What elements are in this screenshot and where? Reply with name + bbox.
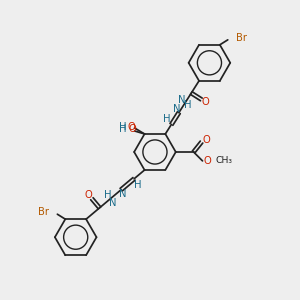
Text: O: O — [128, 122, 136, 132]
Text: O: O — [204, 156, 211, 166]
Text: O: O — [129, 124, 136, 134]
Text: H: H — [104, 190, 112, 200]
Text: H: H — [134, 180, 142, 190]
Text: Br: Br — [236, 33, 247, 43]
Text: N: N — [178, 95, 185, 105]
Text: O: O — [202, 97, 209, 107]
Text: N: N — [110, 197, 117, 208]
Text: H: H — [163, 114, 170, 124]
Text: H: H — [119, 122, 127, 132]
Text: Br: Br — [38, 207, 50, 217]
Text: O: O — [202, 135, 210, 145]
Text: H: H — [119, 124, 127, 134]
Text: N: N — [172, 104, 180, 114]
Text: O: O — [85, 190, 93, 200]
Text: N: N — [119, 189, 127, 199]
Text: CH₃: CH₃ — [215, 156, 232, 165]
Text: H: H — [184, 100, 192, 110]
